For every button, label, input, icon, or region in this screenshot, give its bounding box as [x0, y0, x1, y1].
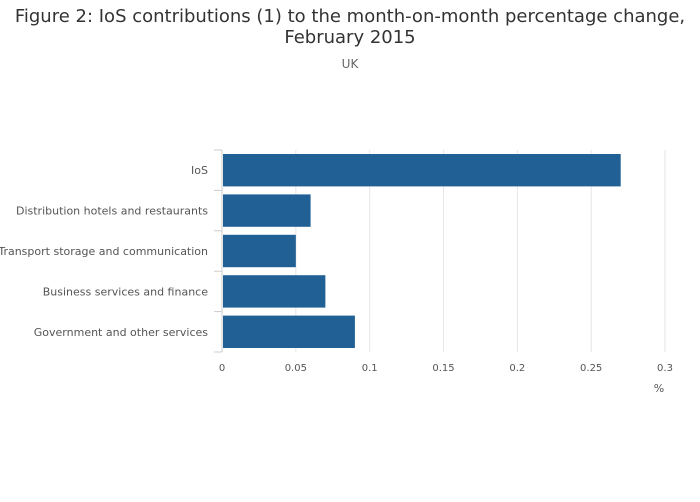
x-tick-label: 0.25 [580, 363, 602, 374]
category-label: Transport storage and communication [0, 245, 208, 258]
x-tick-label: 0.1 [362, 363, 378, 374]
category-labels: IoS Distribution hotels and restaurants Tr… [0, 164, 208, 339]
category-label: Government and other services [34, 326, 208, 339]
bar [223, 275, 326, 308]
category-label: Business services and finance [43, 285, 208, 298]
x-axis-title: % [654, 382, 664, 395]
bar [223, 234, 296, 268]
x-tick-label: 0.15 [432, 363, 454, 374]
category-label: Distribution hotels and restaurants [16, 205, 208, 218]
chart-subtitle: UK [341, 57, 359, 71]
chart-title-line-2: February 2015 [284, 27, 416, 48]
x-tick-label: 0 [219, 363, 225, 374]
bar [223, 315, 355, 348]
x-tick-label: 0.05 [285, 363, 307, 374]
bar [223, 194, 311, 227]
x-tick-label: 0.2 [509, 363, 525, 374]
x-tick-label: 0.3 [657, 363, 673, 374]
bars [223, 154, 621, 348]
chart-title: Figure 2: IoS contributions (1) to the m… [0, 6, 700, 48]
chart-title-line-1: Figure 2: IoS contributions (1) to the m… [14, 6, 686, 27]
x-tick-labels: 0 0.05 0.1 0.15 0.2 0.25 0.3 [219, 363, 673, 374]
y-axis [214, 149, 223, 353]
bar [223, 154, 621, 187]
category-label: IoS [191, 164, 208, 177]
